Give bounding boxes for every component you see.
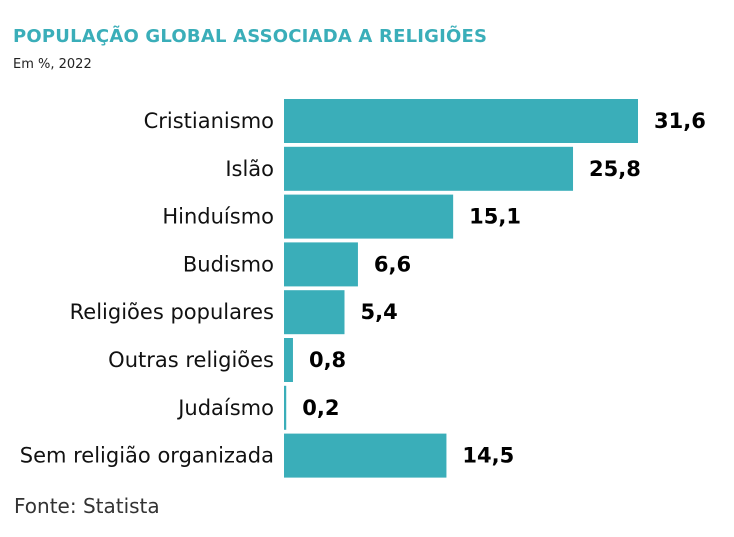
bar-1 bbox=[284, 146, 574, 191]
chart-title: POPULAÇÃO GLOBAL ASSOCIADA A RELIGIÕES bbox=[13, 26, 488, 47]
value-label: 25,8 bbox=[589, 157, 641, 181]
value-label: 6,6 bbox=[374, 252, 411, 276]
category-label: Budismo bbox=[183, 252, 274, 276]
bar-5 bbox=[284, 338, 293, 382]
category-label: Islão bbox=[225, 157, 274, 181]
bar-6 bbox=[284, 385, 287, 430]
value-label: 15,1 bbox=[469, 205, 521, 229]
category-label: Hinduísmo bbox=[162, 205, 274, 229]
category-label: Religiões populares bbox=[70, 300, 274, 324]
bar-3 bbox=[284, 242, 358, 287]
category-label: Sem religião organizada bbox=[20, 444, 274, 468]
category-label: Cristianismo bbox=[144, 109, 274, 133]
value-label: 0,2 bbox=[302, 396, 339, 420]
value-label: 0,8 bbox=[309, 348, 346, 372]
value-label: 31,6 bbox=[654, 109, 706, 133]
bar-7 bbox=[284, 433, 447, 478]
bar-0 bbox=[284, 99, 638, 143]
value-label: 14,5 bbox=[462, 444, 514, 468]
chart-source: Fonte: Statista bbox=[14, 494, 160, 518]
value-label: 5,4 bbox=[360, 300, 397, 324]
chart-subtitle: Em %, 2022 bbox=[13, 57, 92, 72]
bar-4 bbox=[284, 290, 345, 335]
bar-2 bbox=[284, 194, 454, 239]
category-label: Outras religiões bbox=[108, 348, 274, 372]
category-label: Judaísmo bbox=[176, 396, 274, 420]
